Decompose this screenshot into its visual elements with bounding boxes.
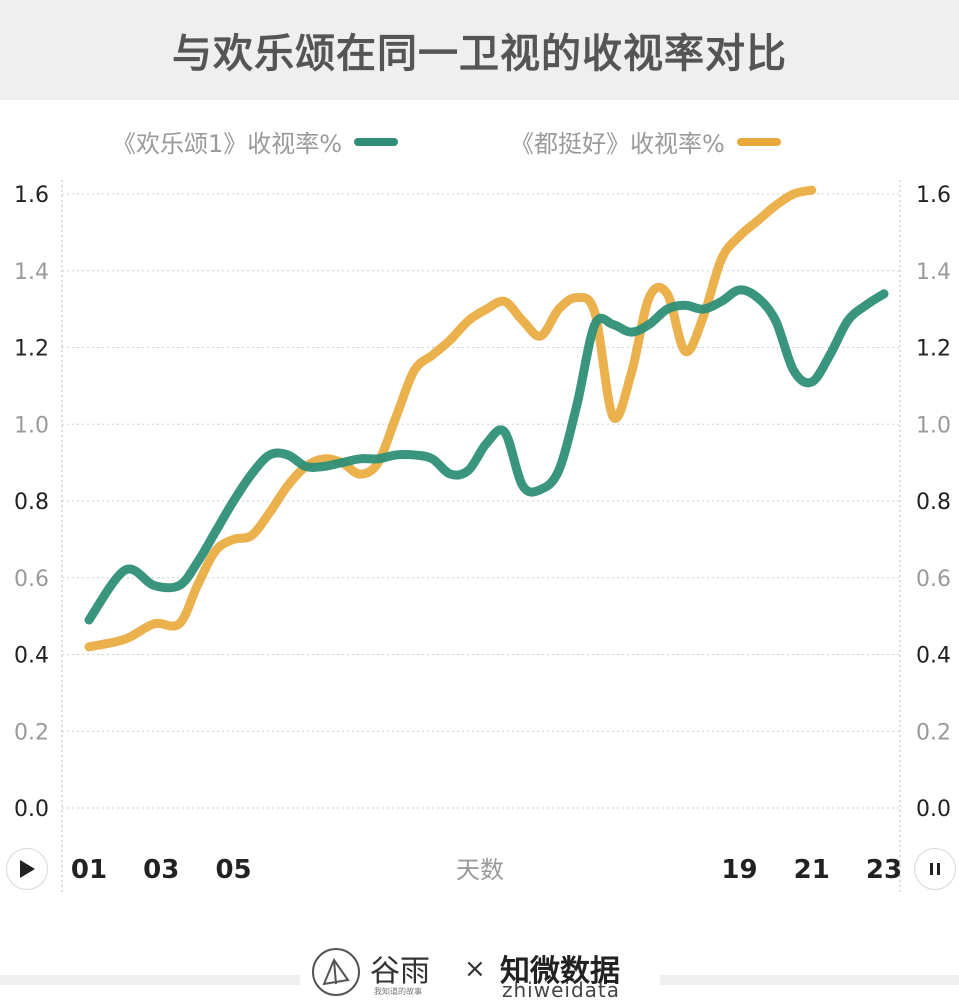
x-tick-label: 01 (71, 855, 107, 885)
y-tick-label-right: 1.4 (916, 260, 951, 285)
title-bar: 与欢乐颂在同一卫视的收视率对比 (0, 0, 959, 100)
footer: 谷雨 我知道的故事 × 知微数据 zhiweidata (0, 944, 959, 1002)
y-tick-label-right: 0.8 (916, 490, 951, 515)
play-button[interactable] (6, 848, 48, 890)
y-tick-label-right: 1.0 (916, 413, 951, 438)
y-tick-label-right: 0.6 (916, 567, 951, 592)
x-axis-label: 天数 (456, 856, 504, 884)
y-tick-label-left: 0.6 (14, 567, 49, 592)
x-tick-label: 23 (866, 855, 902, 885)
y-tick-label-right: 1.2 (916, 337, 951, 362)
legend-swatch-series1 (354, 137, 399, 146)
y-tick-label-right: 0.2 (916, 720, 951, 745)
chart-title: 与欢乐颂在同一卫视的收视率对比 (172, 31, 787, 77)
pause-icon (930, 863, 940, 875)
y-tick-label-left: 1.2 (14, 337, 49, 362)
collab-cross: × (464, 954, 486, 984)
x-tick-label: 03 (143, 855, 179, 885)
legend-label-series2: 《都挺好》收视率% (510, 130, 725, 158)
y-tick-label-left: 1.6 (14, 183, 49, 208)
footer-divider-left (0, 975, 300, 985)
y-tick-label-left: 0.8 (14, 490, 49, 515)
zhiwei-logo-subtitle: zhiweidata (502, 978, 620, 1002)
y-tick-label-left: 0.2 (14, 720, 49, 745)
legend-label-series1: 《欢乐颂1》收视率% (112, 130, 343, 158)
series-line-doutinghao (84, 185, 817, 652)
legend: 《欢乐颂1》收视率% 《都挺好》收视率% (0, 118, 959, 164)
pause-button[interactable] (914, 848, 956, 890)
y-tick-label-left: 1.0 (14, 413, 49, 438)
y-tick-label-right: 1.6 (916, 183, 951, 208)
legend-item-series2: 《都挺好》收视率% (510, 124, 781, 159)
guyu-logo-subtitle: 我知道的故事 (374, 987, 422, 996)
y-tick-label-left: 0.4 (14, 644, 49, 669)
y-tick-label-right: 0.4 (916, 644, 951, 669)
play-icon (20, 860, 35, 878)
line-chart: 0.0 0.0 0.2 0.2 0.4 0.4 0.6 0.6 0.8 0.8 1.0 1.0 1.2 1… (14, 180, 951, 895)
guyu-logo-text: 谷雨 (370, 954, 430, 989)
y-tick-label-left: 1.4 (14, 260, 49, 285)
guyu-logo-icon (312, 948, 360, 996)
legend-item-series1: 《欢乐颂1》收视率% (112, 124, 399, 159)
zhiwei-logo-text: 知微数据 (500, 954, 620, 989)
footer-divider-right (660, 975, 959, 985)
x-tick-label: 21 (794, 855, 830, 885)
x-tick-label: 19 (721, 855, 757, 885)
legend-swatch-series2 (736, 137, 781, 146)
y-tick-label-right: 0.0 (916, 797, 951, 822)
x-tick-label: 05 (215, 855, 251, 885)
y-tick-label-left: 0.0 (14, 797, 49, 822)
series-line-huanlesong (84, 285, 889, 625)
